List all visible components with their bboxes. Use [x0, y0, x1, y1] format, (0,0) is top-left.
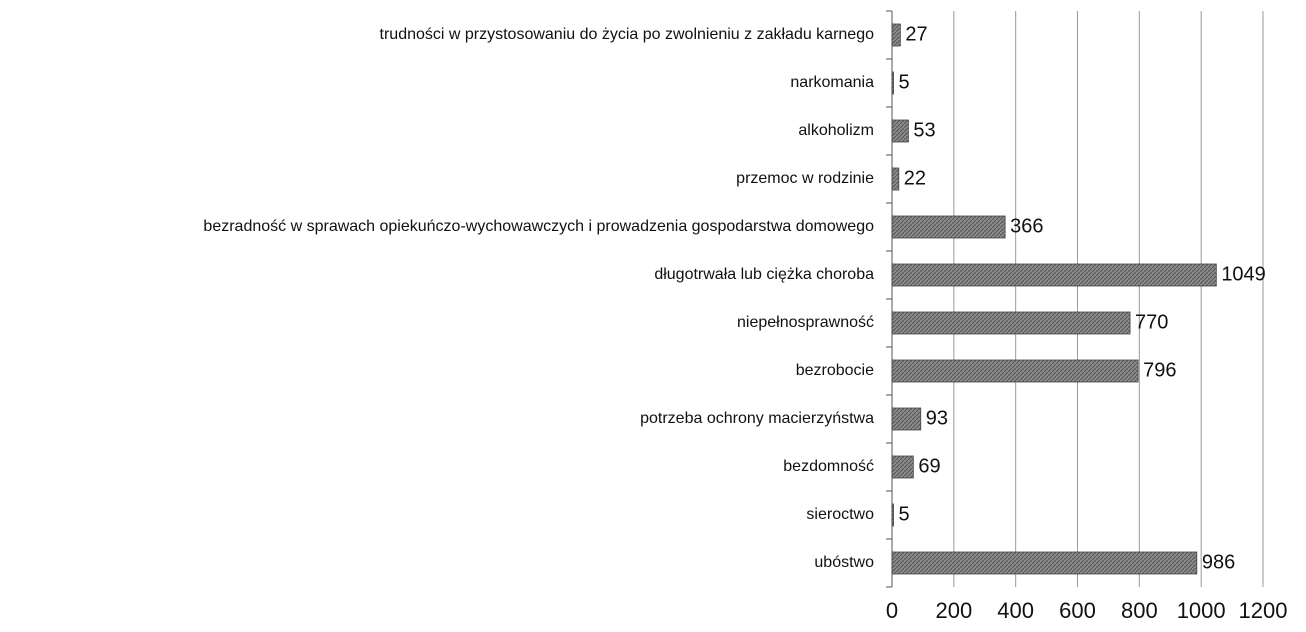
x-tick-label: 400 [997, 598, 1034, 623]
bar [891, 167, 900, 191]
category-label: alkoholizm [798, 122, 874, 139]
category-label: potrzeba ochrony macierzyństwa [640, 410, 874, 427]
bar [891, 215, 1006, 239]
value-label: 69 [918, 455, 940, 477]
bar [891, 359, 1139, 383]
x-tick-label: 1200 [1239, 598, 1288, 623]
category-label: niepełnosprawność [737, 314, 874, 331]
x-tick-label: 800 [1121, 598, 1158, 623]
bar [891, 407, 922, 431]
bar [891, 551, 1198, 575]
category-label: ubóstwo [814, 554, 874, 571]
bar [891, 503, 894, 527]
bar [891, 455, 914, 479]
value-label: 5 [899, 503, 910, 525]
value-label: 27 [905, 23, 927, 45]
value-label: 53 [913, 119, 935, 141]
category-label: przemoc w rodzinie [736, 170, 874, 187]
category-label: narkomania [790, 74, 874, 91]
value-label: 1049 [1221, 263, 1266, 285]
bar [891, 263, 1217, 287]
category-label: bezrobocie [796, 362, 874, 379]
bar [891, 23, 901, 47]
bar [891, 119, 909, 143]
value-label: 22 [904, 167, 926, 189]
value-label: 366 [1010, 215, 1043, 237]
x-tick-label: 200 [935, 598, 972, 623]
x-tick-label: 1000 [1177, 598, 1226, 623]
category-label: bezdomność [783, 458, 874, 475]
value-label: 770 [1135, 311, 1168, 333]
x-tick-label: 0 [886, 598, 898, 623]
category-label: bezradność w sprawach opiekuńczo-wychowa… [203, 218, 874, 235]
category-label: długotrwała lub ciężka choroba [654, 266, 874, 283]
bar [891, 71, 894, 95]
category-label: trudności w przystosowaniu do życia po z… [380, 26, 875, 43]
value-label: 93 [926, 407, 948, 429]
x-tick-label: 600 [1059, 598, 1096, 623]
value-label: 5 [899, 71, 910, 93]
value-label: 986 [1202, 551, 1235, 573]
value-label: 796 [1143, 359, 1176, 381]
bar [891, 311, 1131, 335]
category-label: sieroctwo [806, 506, 874, 523]
